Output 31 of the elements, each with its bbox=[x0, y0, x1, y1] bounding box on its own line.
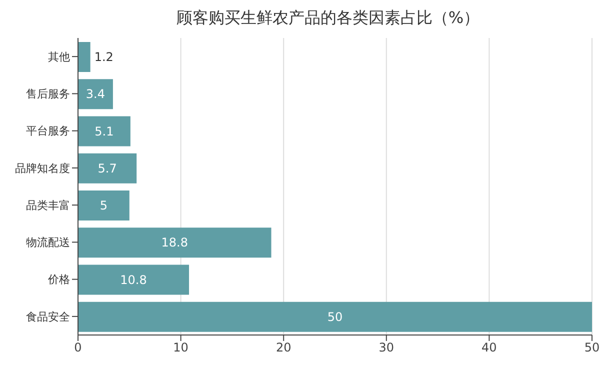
x-tick-label: 20 bbox=[276, 340, 292, 355]
y-tick-label: 物流配送 bbox=[26, 236, 70, 250]
x-tick-label: 50 bbox=[584, 340, 600, 355]
x-tick-label: 30 bbox=[378, 340, 394, 355]
bar bbox=[78, 116, 130, 146]
y-tick-label: 其他 bbox=[48, 50, 70, 64]
y-tick-label: 价格 bbox=[47, 273, 70, 286]
data-label: 50 bbox=[327, 310, 343, 324]
x-tick-label: 40 bbox=[482, 340, 497, 355]
bar bbox=[78, 153, 137, 184]
bar bbox=[78, 228, 272, 258]
data-label: 5.1 bbox=[94, 124, 114, 138]
chart-title: 顾客购买生鲜农产品的各类因素占比（%） bbox=[175, 8, 481, 29]
y-tick-label: 品类丰富 bbox=[26, 198, 70, 212]
bar bbox=[78, 190, 130, 220]
y-tick-label: 平台服务 bbox=[26, 124, 70, 138]
bar bbox=[78, 302, 592, 332]
data-label: 5 bbox=[100, 198, 108, 212]
data-label: 10.8 bbox=[120, 272, 147, 287]
bar bbox=[78, 264, 190, 295]
bar bbox=[78, 42, 90, 72]
y-tick-label: 品牌知名度 bbox=[15, 162, 70, 175]
data-label: 5.7 bbox=[98, 161, 117, 176]
data-label: 18.8 bbox=[161, 236, 188, 250]
y-tick-label: 售后服务 bbox=[26, 88, 70, 101]
data-label: 3.4 bbox=[86, 87, 106, 102]
bar bbox=[78, 79, 113, 110]
data-label: 1.2 bbox=[94, 50, 114, 64]
x-tick-label: 10 bbox=[173, 340, 188, 355]
x-tick-label: 0 bbox=[74, 340, 82, 355]
y-tick-label: 食品安全 bbox=[26, 310, 70, 324]
